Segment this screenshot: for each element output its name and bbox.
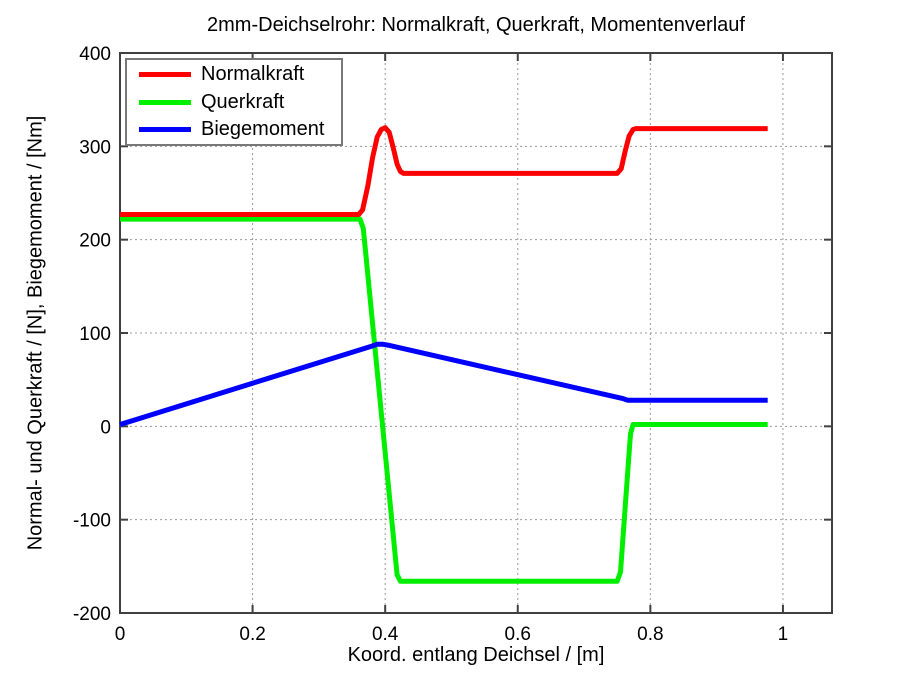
series-line-normalkraft <box>120 125 768 217</box>
y-tick-label: 0 <box>100 417 111 438</box>
x-tick-label: 1 <box>778 624 789 645</box>
series-line-querkraft <box>120 216 768 584</box>
legend-line-sample <box>139 72 191 77</box>
y-tick-label: 200 <box>79 231 111 252</box>
y-tick-label: -200 <box>73 604 111 625</box>
x-tick-label: 0.4 <box>372 624 399 645</box>
legend-label: Normalkraft <box>201 63 305 85</box>
x-axis-label: Koord. entlang Deichsel / [m] <box>347 644 605 666</box>
x-tick-label: 0.2 <box>239 624 265 645</box>
y-axis-label: Normal- und Querkraft / [N], Biegemoment… <box>24 115 47 551</box>
y-tick-label: 100 <box>79 324 111 345</box>
y-tick-label: 300 <box>79 137 111 158</box>
legend-line-sample <box>139 99 191 105</box>
y-tick-label: -100 <box>73 511 111 532</box>
legend-line-sample <box>139 127 191 132</box>
legend-label: Querkraft <box>201 90 285 113</box>
y-tick-label: 400 <box>79 44 111 65</box>
chart-title: 2mm-Deichselrohr: Normalkraft, Querkraft… <box>207 14 745 36</box>
x-tick-label: 0.6 <box>505 624 531 645</box>
legend-item-biegemoment: Biegemoment <box>127 117 341 143</box>
x-tick-label: 0.8 <box>637 624 663 645</box>
legend-label: Biegemoment <box>201 118 325 140</box>
legend-item-normalkraft: Normalkraft <box>127 62 341 88</box>
legend-item-querkraft: Querkraft <box>127 89 341 115</box>
x-tick-label: 0 <box>115 624 126 645</box>
legend: Normalkraft Querkraft Biegemoment <box>125 58 343 146</box>
series-line-biegemoment <box>119 341 768 427</box>
